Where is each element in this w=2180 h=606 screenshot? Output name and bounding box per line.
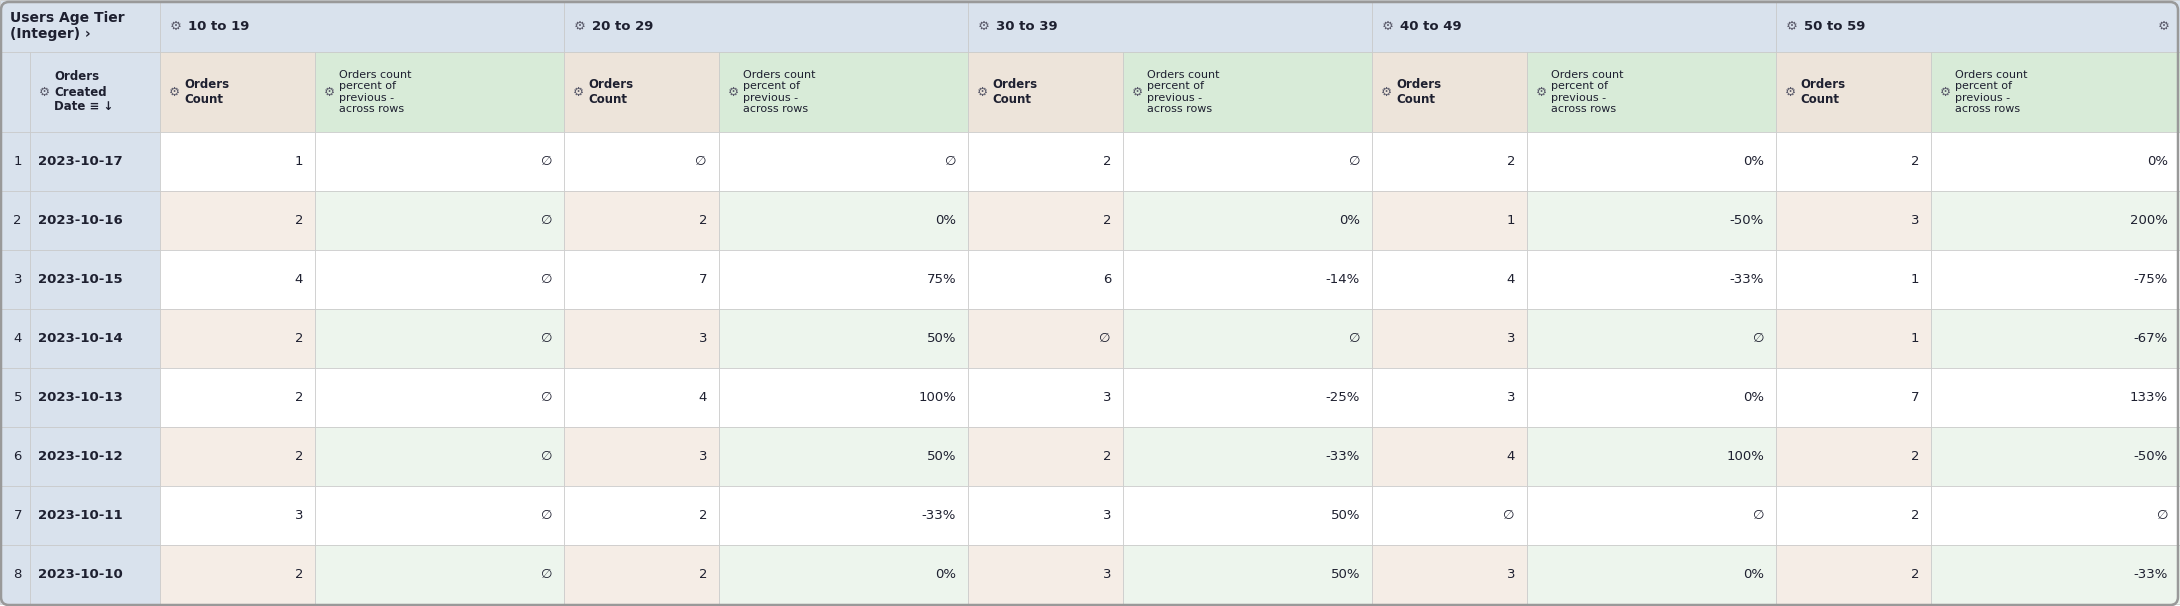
Text: 2: 2 bbox=[1103, 155, 1112, 168]
Text: 2023-10-15: 2023-10-15 bbox=[37, 273, 122, 286]
Text: Orders
Created
Date ≡ ↓: Orders Created Date ≡ ↓ bbox=[54, 70, 113, 113]
Text: 3: 3 bbox=[698, 332, 706, 345]
Text: ∅: ∅ bbox=[944, 155, 957, 168]
Bar bbox=[565, 132, 719, 191]
Text: 6: 6 bbox=[13, 450, 22, 463]
Text: 2: 2 bbox=[1910, 450, 1918, 463]
Text: 2: 2 bbox=[1910, 155, 1918, 168]
Text: ∅: ∅ bbox=[541, 214, 552, 227]
Text: 0%: 0% bbox=[1339, 214, 1360, 227]
Bar bbox=[565, 486, 719, 545]
Text: ⚙: ⚙ bbox=[2158, 19, 2169, 33]
Text: -67%: -67% bbox=[2134, 332, 2167, 345]
Bar bbox=[31, 52, 159, 132]
Text: 10 to 19: 10 to 19 bbox=[187, 19, 249, 33]
Text: ∅: ∅ bbox=[541, 155, 552, 168]
Bar bbox=[314, 309, 562, 368]
Bar bbox=[0, 52, 31, 132]
Text: ∅: ∅ bbox=[541, 332, 552, 345]
Text: 2: 2 bbox=[1103, 214, 1112, 227]
Text: -25%: -25% bbox=[1325, 391, 1360, 404]
Text: 0%: 0% bbox=[2147, 155, 2167, 168]
Text: ⚙: ⚙ bbox=[39, 85, 50, 99]
Text: ⚙: ⚙ bbox=[573, 85, 584, 99]
Text: 2: 2 bbox=[294, 391, 303, 404]
Text: Users Age Tier
(Integer) ›: Users Age Tier (Integer) › bbox=[11, 11, 124, 41]
Text: 3: 3 bbox=[1103, 391, 1112, 404]
Bar bbox=[0, 0, 159, 52]
Bar bbox=[1526, 132, 1775, 191]
Text: ∅: ∅ bbox=[1349, 155, 1360, 168]
Bar bbox=[1777, 545, 1931, 604]
Bar bbox=[159, 368, 314, 427]
Bar bbox=[719, 545, 968, 604]
Text: 4: 4 bbox=[13, 332, 22, 345]
Bar bbox=[31, 545, 159, 604]
Text: 50%: 50% bbox=[1330, 509, 1360, 522]
Bar bbox=[565, 309, 719, 368]
Bar bbox=[31, 250, 159, 309]
Text: ∅: ∅ bbox=[541, 568, 552, 581]
Text: ⚙: ⚙ bbox=[1940, 85, 1951, 99]
Text: 2: 2 bbox=[1103, 450, 1112, 463]
Text: ∅: ∅ bbox=[541, 273, 552, 286]
Bar bbox=[0, 545, 31, 604]
Bar bbox=[314, 545, 562, 604]
Text: 2023-10-13: 2023-10-13 bbox=[37, 391, 122, 404]
Text: ∅: ∅ bbox=[541, 509, 552, 522]
Bar bbox=[565, 0, 968, 52]
Text: 3: 3 bbox=[13, 273, 22, 286]
Text: Orders count
percent of
previous -
across rows: Orders count percent of previous - acros… bbox=[1147, 70, 1219, 115]
Text: Orders count
percent of
previous -
across rows: Orders count percent of previous - acros… bbox=[1955, 70, 2027, 115]
Bar bbox=[1526, 52, 1775, 132]
Bar bbox=[1931, 427, 2180, 486]
Bar bbox=[1526, 545, 1775, 604]
Bar bbox=[1526, 486, 1775, 545]
Bar bbox=[719, 309, 968, 368]
Text: 3: 3 bbox=[1103, 568, 1112, 581]
Bar bbox=[1371, 486, 1526, 545]
Bar bbox=[1526, 191, 1775, 250]
Bar bbox=[1123, 191, 1371, 250]
Text: Orders
Count: Orders Count bbox=[183, 78, 229, 106]
Text: 7: 7 bbox=[13, 509, 22, 522]
Text: 20 to 29: 20 to 29 bbox=[593, 19, 654, 33]
Text: ⚙: ⚙ bbox=[323, 85, 334, 99]
Bar bbox=[1777, 368, 1931, 427]
Bar bbox=[1123, 427, 1371, 486]
Bar bbox=[0, 309, 31, 368]
Text: Orders count
percent of
previous -
across rows: Orders count percent of previous - acros… bbox=[1550, 70, 1624, 115]
Text: 133%: 133% bbox=[2130, 391, 2167, 404]
Bar bbox=[1123, 309, 1371, 368]
Bar bbox=[1123, 368, 1371, 427]
Bar bbox=[1526, 427, 1775, 486]
Bar bbox=[1777, 250, 1931, 309]
Bar bbox=[31, 368, 159, 427]
Bar bbox=[31, 309, 159, 368]
Bar bbox=[968, 427, 1123, 486]
Text: 50%: 50% bbox=[1330, 568, 1360, 581]
Bar bbox=[1777, 427, 1931, 486]
Text: ∅: ∅ bbox=[1504, 509, 1515, 522]
Bar bbox=[1931, 309, 2180, 368]
Text: 1: 1 bbox=[13, 155, 22, 168]
Text: 0%: 0% bbox=[935, 214, 957, 227]
Bar bbox=[968, 486, 1123, 545]
Text: ∅: ∅ bbox=[1753, 332, 1764, 345]
Bar bbox=[719, 52, 968, 132]
Bar bbox=[31, 191, 159, 250]
Bar bbox=[719, 427, 968, 486]
Bar bbox=[314, 132, 562, 191]
Text: Orders
Count: Orders Count bbox=[1801, 78, 1844, 106]
Text: 2: 2 bbox=[1910, 568, 1918, 581]
Text: 2: 2 bbox=[1910, 509, 1918, 522]
Text: ⚙: ⚙ bbox=[1382, 19, 1393, 33]
Bar bbox=[0, 486, 31, 545]
Text: 4: 4 bbox=[294, 273, 303, 286]
Text: 5: 5 bbox=[13, 391, 22, 404]
Bar bbox=[31, 132, 159, 191]
Text: -33%: -33% bbox=[1325, 450, 1360, 463]
Bar bbox=[0, 427, 31, 486]
Bar bbox=[565, 52, 719, 132]
